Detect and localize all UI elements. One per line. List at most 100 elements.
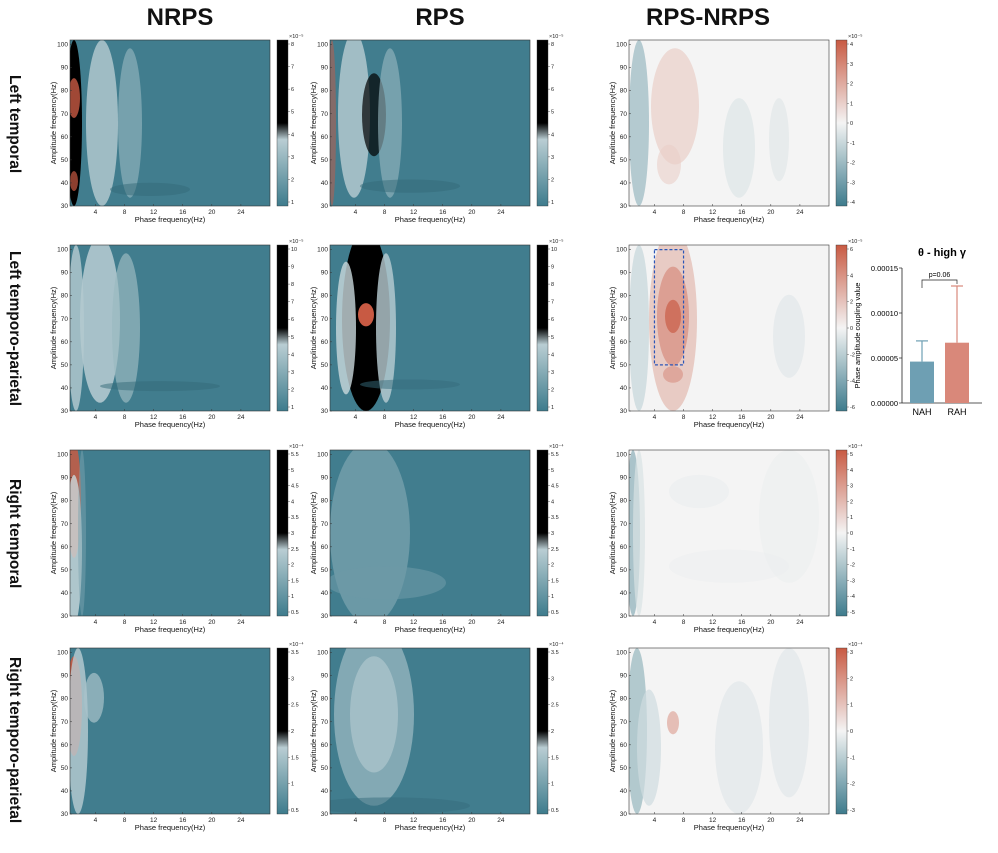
- x-tick-label: 12: [150, 209, 158, 216]
- heatmap-field: [330, 40, 530, 206]
- x-tick-label: 8: [383, 817, 387, 824]
- y-tick-label: 80: [620, 88, 628, 95]
- colorbar: [835, 39, 848, 207]
- colorbar-tick-label: 1: [850, 515, 853, 521]
- colorbar-tick-label: -6: [850, 405, 855, 411]
- x-tick-label: 20: [468, 414, 476, 421]
- colorbar-exponent: ×10⁻⁴: [549, 641, 564, 648]
- y-tick-label: 30: [321, 613, 329, 620]
- heatmap-panel: 30 40 50 60 70 80 90 100 4 8 12 16 20 24 Phase frequen…: [49, 443, 338, 650]
- y-tick-label: 40: [620, 180, 628, 187]
- bar-chart: θ - high γ Phase amplitude coupling value…: [850, 238, 995, 438]
- x-tick-label: 8: [383, 209, 387, 216]
- x-axis-label: Phase frequency(Hz): [135, 823, 206, 832]
- bar-rah: [945, 342, 969, 403]
- colorbar-tick-label: -4: [850, 379, 855, 385]
- colorbar: [276, 244, 289, 412]
- colorbar-exponent: ×10⁻⁵: [549, 238, 564, 245]
- colorbar-tick-label: -2: [850, 782, 855, 788]
- plot-frame: [329, 39, 531, 207]
- colorbar-tick-label: 0: [850, 326, 853, 332]
- colorbar-tick-label: 6: [291, 87, 294, 93]
- y-tick-label: 40: [61, 180, 69, 187]
- x-tick-label: 20: [468, 817, 476, 824]
- colorbar: [276, 449, 289, 617]
- colorbar-tick-label: 2: [551, 563, 554, 569]
- colorbar-tick-label: 1: [291, 405, 294, 411]
- heatmap-field: [330, 450, 530, 616]
- x-tick-label: 8: [383, 414, 387, 421]
- colorbar-tick-label: 0.5: [551, 808, 559, 814]
- x-tick-label: 20: [767, 414, 775, 421]
- x-tick-label: 12: [410, 817, 418, 824]
- colorbar-tick-label: 3.5: [551, 650, 559, 656]
- colorbar-tick-label: 0: [850, 531, 853, 537]
- y-tick-label: 90: [620, 475, 628, 482]
- y-tick-label: 50: [321, 157, 329, 164]
- y-axis-label: Amplitude frequency(Hz): [608, 286, 617, 369]
- colorbar-exponent: ×10⁻⁵: [848, 238, 863, 245]
- colorbar-tick-label: 7: [291, 65, 294, 71]
- colorbar: [276, 39, 289, 207]
- colorbar-tick-label: 2: [551, 387, 554, 393]
- row-label-right-temporo-parietal: Right temporo-parietal: [6, 657, 23, 824]
- colorbar-tick-label: 2: [291, 729, 294, 735]
- colorbar-tick-label: 0: [850, 121, 853, 127]
- colorbar-tick-label: 2: [291, 177, 294, 183]
- colorbar-tick-label: 2: [551, 729, 554, 735]
- colorbar-tick-label: 1: [291, 594, 294, 600]
- heatmap-panel: 30 40 50 60 70 80 90 100 4 8 12 16 20 24 Phase frequen…: [49, 641, 338, 848]
- colorbar-tick-label: 2.5: [551, 703, 559, 709]
- colorbar-tick-label: 7: [551, 65, 554, 71]
- bar-category-label: RAH: [947, 407, 966, 417]
- y-tick-label: 50: [61, 157, 69, 164]
- colorbar: [536, 449, 549, 617]
- y-tick-label: 70: [61, 111, 69, 118]
- y-tick-label: 50: [61, 362, 69, 369]
- y-tick-label: 50: [321, 567, 329, 574]
- y-tick-label: 50: [620, 567, 628, 574]
- y-tick-label: 100: [57, 247, 68, 254]
- y-axis-label: Amplitude frequency(Hz): [49, 286, 58, 369]
- colorbar-tick-label: 8: [291, 42, 294, 48]
- colorbar-tick-label: -2: [850, 563, 855, 569]
- column-title-nrps: NRPS: [146, 4, 214, 31]
- y-tick-label: 80: [620, 293, 628, 300]
- y-tick-label: 40: [321, 590, 329, 597]
- y-tick-label: 70: [61, 521, 69, 528]
- colorbar-tick-label: 1: [551, 782, 554, 788]
- y-tick-label: 60: [620, 544, 628, 551]
- colorbar-tick-label: 1: [850, 703, 853, 709]
- y-tick-label: 70: [620, 521, 628, 528]
- x-tick-label: 4: [354, 414, 358, 421]
- colorbar-tick-label: 3: [551, 155, 554, 161]
- x-tick-label: 8: [123, 414, 127, 421]
- colorbar-tick-label: -4: [850, 200, 855, 206]
- bar-category-label: NAH: [912, 407, 931, 417]
- y-tick-label: 70: [321, 719, 329, 726]
- colorbar-tick-label: 0.5: [291, 610, 299, 616]
- x-tick-label: 8: [123, 619, 127, 626]
- colorbar-tick-label: 6: [551, 87, 554, 93]
- colorbar-tick-label: 5: [551, 468, 554, 474]
- y-axis-label: Amplitude frequency(Hz): [309, 689, 318, 772]
- x-tick-label: 16: [738, 817, 746, 824]
- x-axis-label: Phase frequency(Hz): [395, 215, 466, 224]
- y-tick-label: 80: [321, 696, 329, 703]
- colorbar-tick-label: 5.5: [551, 452, 559, 458]
- x-tick-label: 4: [354, 817, 358, 824]
- colorbar-tick-label: 4: [551, 132, 554, 138]
- x-tick-label: 4: [94, 414, 98, 421]
- heatmap-panel: 30 40 50 60 70 80 90 100 4 8 12 16 20 24 Phase frequen…: [49, 238, 338, 445]
- colorbar-tick-label: 7: [551, 300, 554, 306]
- colorbar-tick-label: 8: [291, 282, 294, 288]
- y-tick-label: 50: [321, 765, 329, 772]
- x-tick-label: 16: [738, 209, 746, 216]
- y-tick-label: 30: [61, 811, 69, 818]
- y-tick-label: 70: [61, 719, 69, 726]
